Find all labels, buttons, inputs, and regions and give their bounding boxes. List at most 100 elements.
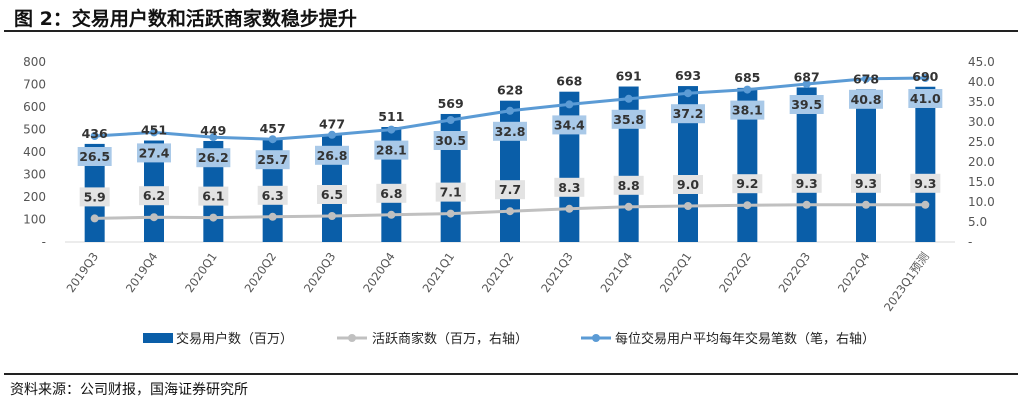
x-tick-label: 2022Q4 <box>835 250 873 295</box>
frequency-data-label: 28.1 <box>376 143 407 158</box>
legend-bar-swatch <box>143 333 173 343</box>
x-tick-label: 2023Q1预测 <box>881 250 932 314</box>
merchant-data-label: 6.5 <box>321 187 343 202</box>
frequency-point <box>150 128 158 137</box>
bar-data-label: 678 <box>853 71 879 86</box>
frequency-label-box <box>77 147 112 166</box>
frequency-point <box>387 125 396 134</box>
merchant-point <box>743 201 752 210</box>
legend-label: 交易用户数（百万） <box>176 331 293 347</box>
legend-merchant-marker <box>348 334 356 342</box>
frequency-point <box>90 132 99 140</box>
frequency-label-box <box>255 150 290 170</box>
frequency-data-label: 37.2 <box>673 106 704 121</box>
bar <box>737 87 758 242</box>
frequency-point <box>268 135 277 144</box>
right-tick-label: 25.0 <box>968 135 995 149</box>
right-tick-label: 5.0 <box>968 215 987 229</box>
merchant-data-label: 6.8 <box>380 186 402 201</box>
merchant-data-label: 6.1 <box>202 189 224 204</box>
merchant-label-box <box>495 180 525 200</box>
frequency-data-label: 38.1 <box>732 103 763 118</box>
legend-frequency-marker <box>592 334 600 342</box>
bar-data-label: 668 <box>556 74 582 89</box>
merchant-point <box>624 202 633 211</box>
x-tick-label: 2022Q1 <box>657 250 695 295</box>
frequency-label-box <box>789 95 824 114</box>
merchant-label-box <box>554 177 585 197</box>
merchant-label-box <box>79 187 110 207</box>
merchant-point <box>684 202 692 210</box>
frequency-data-label: 41.0 <box>910 91 941 106</box>
merchant-point <box>268 212 277 221</box>
bar-data-label: 691 <box>616 69 642 84</box>
frequency-point <box>624 94 633 103</box>
merchant-label-box <box>139 186 169 206</box>
frequency-data-label: 26.5 <box>79 149 110 164</box>
frequency-label-box <box>611 109 646 129</box>
chart-title: 图 2：交易用户数和活跃商家数稳步提升 <box>14 8 357 30</box>
x-tick-label: 2021Q2 <box>479 250 517 295</box>
merchant-data-label: 5.9 <box>84 189 106 204</box>
bar-data-label: 457 <box>260 121 286 136</box>
frequency-label-box <box>730 100 765 120</box>
legend-label: 活跃商家数（百万，右轴） <box>372 331 528 347</box>
merchant-label-box <box>851 173 881 193</box>
x-tick-label: 2022Q3 <box>775 250 813 295</box>
x-tick-label: 2020Q2 <box>241 250 279 295</box>
frequency-point <box>862 74 870 83</box>
frequency-label-box <box>493 121 527 141</box>
merchant-data-label: 9.3 <box>855 176 877 191</box>
merchant-point <box>90 214 99 223</box>
merchant-data-label: 8.8 <box>618 178 640 193</box>
merchant-point <box>209 213 218 222</box>
frequency-point <box>684 89 692 98</box>
merchant-data-label: 9.3 <box>914 176 936 191</box>
frequency-point <box>802 80 811 88</box>
bar-data-label: 685 <box>734 70 760 85</box>
bar-data-label: 451 <box>141 123 167 138</box>
merchant-label-box <box>791 173 822 193</box>
merchant-data-label: 9.0 <box>677 177 699 192</box>
merchant-data-label: 7.7 <box>499 182 521 197</box>
source-note: 资料来源：公司财报，国海证券研究所 <box>10 382 248 398</box>
bar <box>678 86 698 242</box>
x-tick-label: 2021Q4 <box>597 250 635 295</box>
frequency-label-box <box>908 89 943 108</box>
legend-label: 每位交易用户平均每年交易笔数（笔，右轴） <box>615 331 875 347</box>
frequency-data-label: 25.7 <box>257 152 288 167</box>
merchant-data-label: 9.3 <box>796 176 818 191</box>
left-tick-label: 500 <box>23 123 46 137</box>
merchant-point <box>328 212 336 220</box>
left-tick-label: 600 <box>23 100 46 114</box>
frequency-data-label: 27.4 <box>139 145 170 160</box>
x-tick-label: 2021Q3 <box>538 250 576 295</box>
x-tick-label: 2019Q4 <box>123 250 161 295</box>
frequency-label-box <box>552 115 587 135</box>
right-tick-label: 10.0 <box>968 195 995 209</box>
frequency-data-label: 39.5 <box>791 97 822 112</box>
merchant-data-label: 9.2 <box>736 176 758 191</box>
left-tick-label: 100 <box>23 213 46 227</box>
footer-rule <box>4 373 1018 375</box>
frequency-label-box <box>671 104 705 124</box>
frequency-data-label: 30.5 <box>435 133 466 148</box>
frequency-point <box>446 116 455 124</box>
merchant-point <box>802 200 811 209</box>
merchant-label-box <box>613 175 644 195</box>
right-tick-label: 35.0 <box>968 95 995 109</box>
merchant-label-box <box>376 183 407 203</box>
bar <box>915 86 936 242</box>
frequency-label-box <box>433 131 468 150</box>
left-tick-label: - <box>42 235 46 249</box>
x-tick-label: 2021Q1 <box>419 250 457 295</box>
frequency-point <box>743 85 752 94</box>
frequency-label-box <box>315 145 349 165</box>
merchant-point <box>387 210 396 219</box>
title-rule <box>4 30 1018 32</box>
merchant-label-box <box>673 175 703 194</box>
frequency-data-label: 40.8 <box>851 92 882 107</box>
frequency-data-label: 32.8 <box>495 124 526 139</box>
merchant-label-box <box>257 185 288 205</box>
